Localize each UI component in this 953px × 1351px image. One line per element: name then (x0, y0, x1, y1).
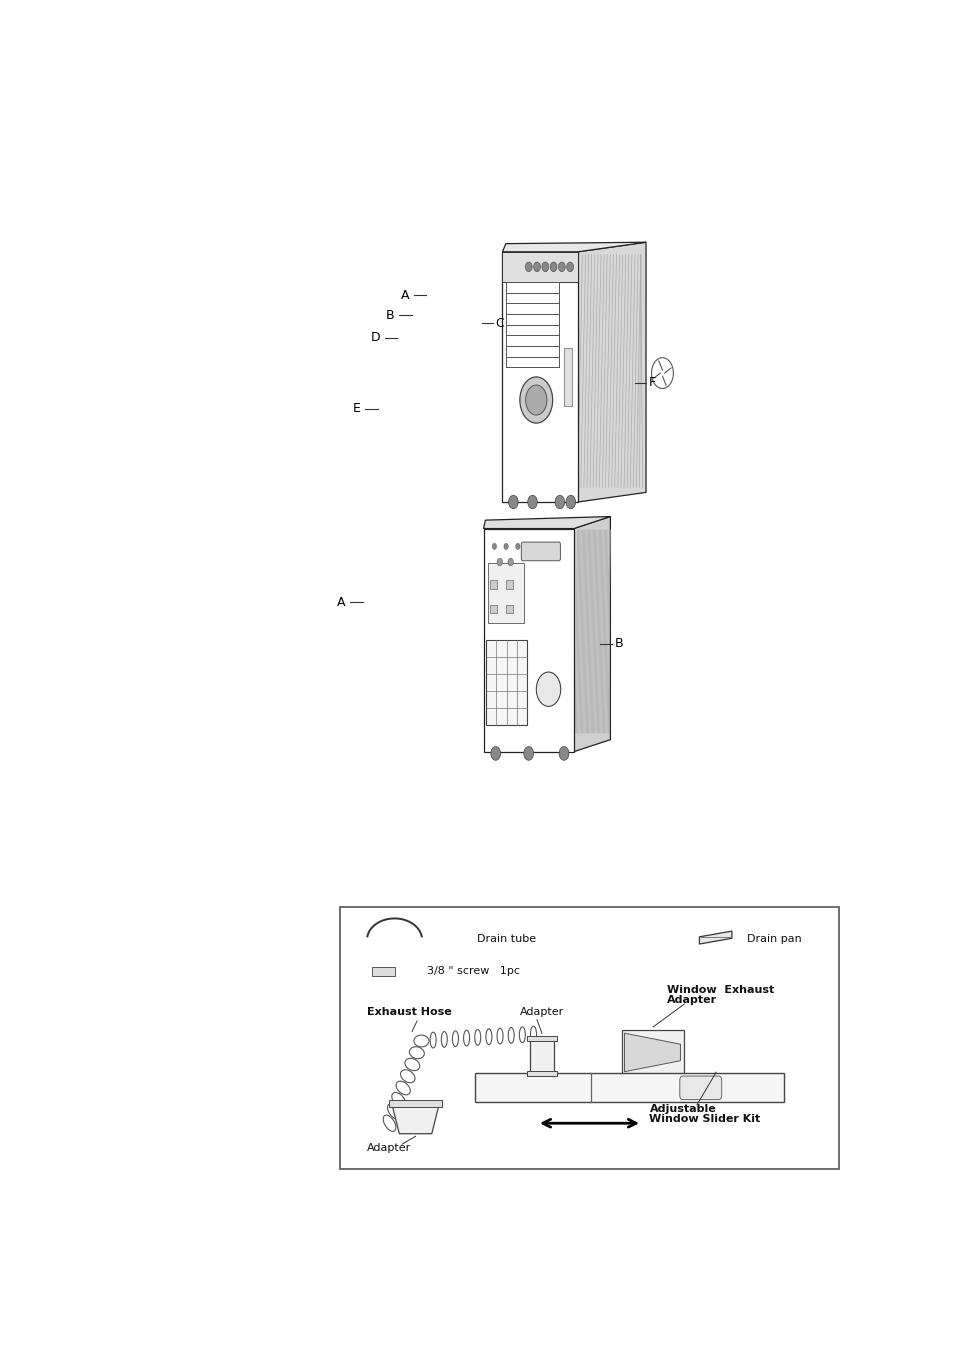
Text: Adapter: Adapter (367, 1143, 411, 1154)
Circle shape (519, 377, 552, 423)
Circle shape (536, 671, 560, 707)
FancyBboxPatch shape (679, 1077, 720, 1100)
Polygon shape (624, 1034, 679, 1071)
Text: Adapter: Adapter (519, 1006, 563, 1017)
Bar (489, 604, 497, 613)
Text: Adjustable: Adjustable (649, 1104, 716, 1115)
FancyBboxPatch shape (520, 542, 559, 561)
Bar (621, 1029, 683, 1075)
Bar (486, 640, 526, 725)
Circle shape (497, 558, 502, 566)
Text: D: D (370, 331, 380, 345)
Polygon shape (577, 242, 645, 503)
Circle shape (523, 747, 533, 761)
Text: C: C (495, 317, 504, 330)
Bar (489, 581, 497, 589)
Circle shape (533, 262, 540, 272)
Circle shape (541, 262, 548, 272)
Bar (339, 907, 839, 1169)
Circle shape (507, 558, 513, 566)
Circle shape (503, 543, 508, 550)
Circle shape (555, 496, 564, 509)
Text: E: E (353, 403, 360, 415)
Bar (506, 282, 558, 367)
Circle shape (566, 262, 573, 272)
Polygon shape (699, 931, 731, 944)
Circle shape (550, 262, 557, 272)
Bar (389, 1100, 441, 1106)
Text: A: A (400, 289, 409, 301)
Text: Window  Exhaust: Window Exhaust (666, 985, 774, 994)
Bar (530, 1039, 554, 1074)
Text: B: B (614, 638, 622, 650)
Bar (526, 1036, 557, 1040)
Text: Drain pan: Drain pan (746, 934, 801, 944)
Bar (372, 967, 395, 975)
Polygon shape (483, 528, 573, 751)
Circle shape (565, 496, 575, 509)
Polygon shape (483, 516, 610, 528)
Polygon shape (502, 251, 577, 503)
Polygon shape (573, 516, 610, 751)
Circle shape (558, 747, 568, 761)
Circle shape (525, 385, 546, 415)
Text: F: F (648, 376, 655, 389)
Text: Exhaust Hose: Exhaust Hose (367, 1006, 452, 1017)
Text: Window Slider Kit: Window Slider Kit (649, 1113, 760, 1124)
Bar (502, 251, 577, 282)
Polygon shape (502, 242, 645, 251)
Circle shape (508, 496, 517, 509)
Bar (488, 563, 523, 623)
Text: Drain tube: Drain tube (476, 934, 536, 944)
Text: A: A (336, 596, 345, 609)
Polygon shape (392, 1104, 438, 1133)
Circle shape (558, 262, 565, 272)
Text: 3/8 " screw   1pc: 3/8 " screw 1pc (427, 966, 519, 977)
Circle shape (491, 747, 500, 761)
Bar (505, 581, 513, 589)
Circle shape (525, 262, 532, 272)
Bar (505, 604, 513, 613)
Circle shape (515, 543, 519, 550)
Bar (474, 1074, 783, 1102)
Bar (526, 1071, 557, 1077)
Bar (563, 349, 571, 405)
Text: B: B (385, 308, 394, 322)
Text: Adapter: Adapter (666, 996, 717, 1005)
Circle shape (492, 543, 496, 550)
Circle shape (527, 496, 537, 509)
